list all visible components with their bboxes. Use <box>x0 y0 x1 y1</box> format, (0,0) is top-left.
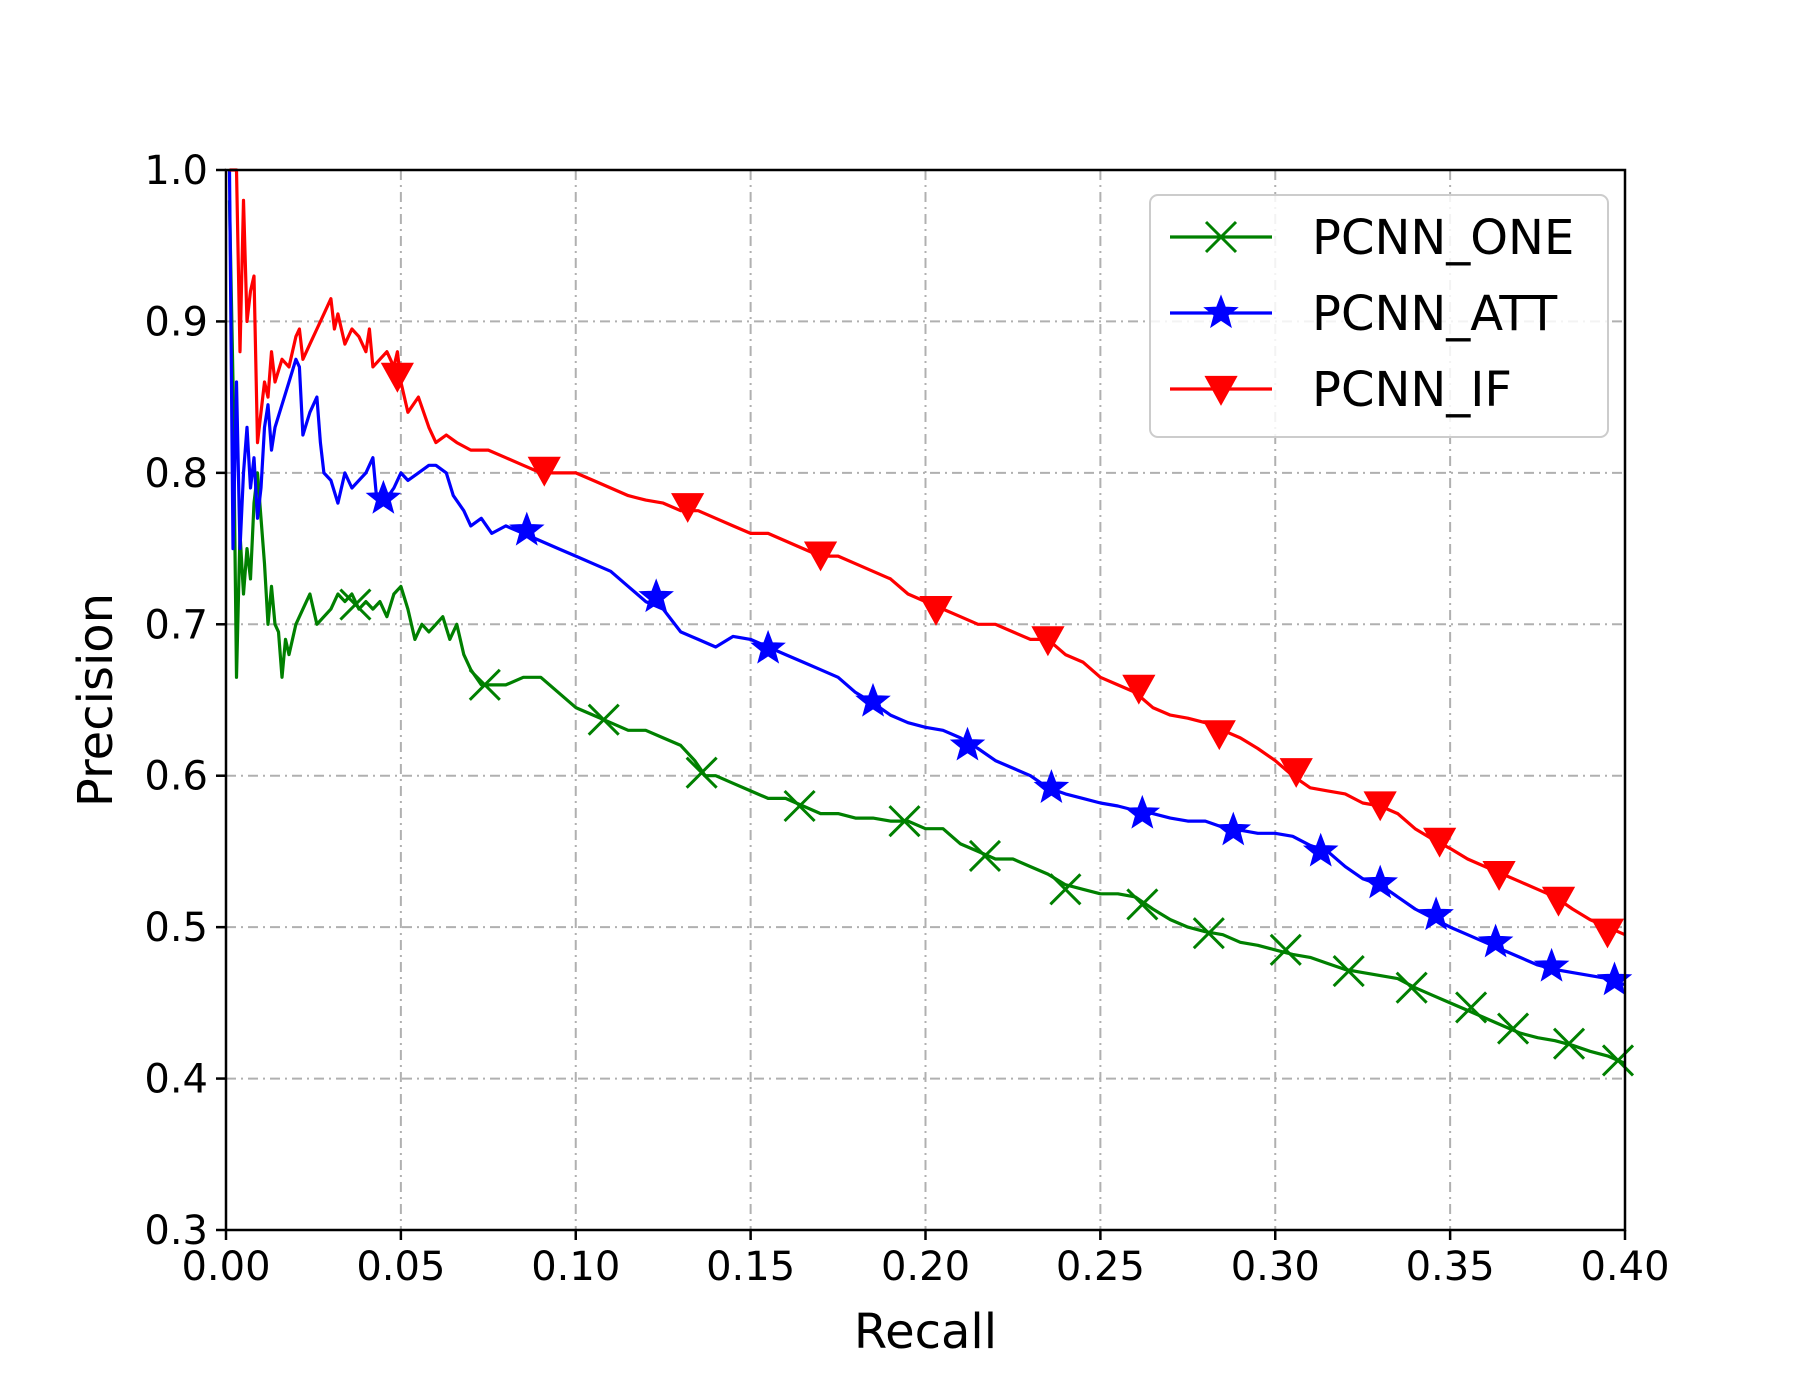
series-marker-pcnn-att <box>1362 864 1398 899</box>
y-tick-label: 0.5 <box>144 905 208 951</box>
legend-marker-pcnn-att <box>1203 294 1239 329</box>
series-marker-pcnn-if <box>1202 720 1236 751</box>
series-marker-pcnn-one-stroke <box>685 756 718 789</box>
series-marker-pcnn-att <box>1215 811 1252 846</box>
series-marker-pcnn-att <box>1033 769 1070 803</box>
series-marker-pcnn-one <box>1332 954 1365 988</box>
x-tick-label: 0.30 <box>1231 1244 1320 1290</box>
legend-box <box>1149 194 1609 438</box>
series-marker-pcnn-one <box>685 756 718 789</box>
legend-label-pcnn-if: PCNN_IF <box>1312 362 1512 418</box>
series-marker-pcnn-if <box>919 596 953 626</box>
series-marker-pcnn-one-stroke <box>1049 873 1082 906</box>
series-marker-pcnn-one <box>468 668 501 701</box>
series-marker-pcnn-one-stroke <box>1126 888 1159 921</box>
series-marker-pcnn-att <box>1418 896 1454 931</box>
x-axis-ticks: 0.00 0.05 0.10 0.15 0.20 0.25 0.30 0.35 0.40 <box>181 1230 1670 1290</box>
x-tick-label: 0.15 <box>706 1244 795 1290</box>
legend-marker-pcnn-one-stroke <box>1204 220 1238 254</box>
y-tick-label: 0.7 <box>144 602 208 648</box>
series-line-pcnn-one <box>227 200 1626 1065</box>
series-marker-pcnn-one <box>1126 888 1159 921</box>
x-axis-label: Recall <box>854 1304 997 1360</box>
series-marker-pcnn-if <box>1541 886 1576 917</box>
series-marker-pcnn-one-stroke <box>468 668 501 701</box>
series-marker-pcnn-att <box>1477 923 1514 958</box>
series-marker-pcnn-att <box>750 629 786 664</box>
x-tick-label: 0.10 <box>531 1244 620 1290</box>
series-marker-pcnn-one-stroke <box>1455 991 1488 1024</box>
series-marker-pcnn-one-stroke <box>1332 954 1365 988</box>
series-marker-pcnn-one <box>1601 1044 1635 1077</box>
legend: PCNN_ONE PCNN_ATT PCNN_IF <box>1149 194 1609 438</box>
series-marker-pcnn-one <box>587 703 620 736</box>
series-marker-pcnn-if <box>1031 626 1065 657</box>
y-tick-label: 1.0 <box>144 148 208 194</box>
series-marker-pcnn-one <box>1269 933 1302 966</box>
series-marker-pcnn-if <box>1122 674 1156 705</box>
y-tick-label: 0.9 <box>144 299 208 345</box>
y-tick-label: 0.4 <box>144 1057 208 1103</box>
series-marker-pcnn-att <box>949 726 986 761</box>
series-marker-pcnn-one-stroke <box>783 789 816 823</box>
y-axis-ticks: 0.3 0.4 0.5 0.6 0.7 0.8 0.9 1.0 <box>144 148 226 1254</box>
series-marker-pcnn-one-stroke <box>1395 971 1428 1004</box>
series-marker-pcnn-att <box>1302 832 1339 867</box>
series-marker-pcnn-if <box>671 493 705 523</box>
y-tick-label: 0.6 <box>144 754 208 800</box>
series-marker-pcnn-one <box>888 805 921 838</box>
series-marker-pcnn-if <box>803 541 838 572</box>
series-marker-pcnn-one <box>1395 971 1428 1004</box>
series-marker-pcnn-one-stroke <box>1497 1012 1530 1045</box>
y-tick-label: 0.8 <box>144 451 208 497</box>
series-marker-pcnn-att <box>1533 947 1570 982</box>
series-marker-pcnn-att <box>365 479 402 514</box>
legend-marker-pcnn-if <box>1204 375 1238 406</box>
y-tick-label: 0.3 <box>144 1208 208 1254</box>
x-tick-label: 0.25 <box>1056 1244 1145 1290</box>
series-marker-pcnn-one-stroke <box>587 703 620 736</box>
y-axis-label: Precision <box>68 593 124 807</box>
series-marker-pcnn-one-stroke <box>1601 1044 1635 1077</box>
x-tick-label: 0.00 <box>181 1244 270 1290</box>
series-marker-pcnn-one-stroke <box>1192 917 1225 950</box>
legend-label-pcnn-one: PCNN_ONE <box>1312 210 1574 266</box>
series-marker-pcnn-one <box>968 839 1002 873</box>
series-marker-pcnn-att <box>638 578 674 613</box>
series-marker-pcnn-att <box>855 682 891 717</box>
series-marker-pcnn-if <box>1590 918 1625 949</box>
series-marker-pcnn-one <box>1497 1012 1530 1045</box>
legend-marker-pcnn-one <box>1204 220 1238 254</box>
x-tick-label: 0.20 <box>881 1244 970 1290</box>
series-marker-pcnn-if <box>527 456 561 487</box>
series-marker-pcnn-if <box>1363 791 1397 822</box>
legend-label-pcnn-att: PCNN_ATT <box>1312 286 1558 342</box>
series-marker-pcnn-one-stroke <box>968 839 1002 873</box>
grid-lines <box>226 170 1625 1230</box>
series-marker-pcnn-att <box>1124 794 1161 829</box>
series-marker-pcnn-one-stroke <box>1552 1027 1586 1060</box>
series-marker-pcnn-one <box>1455 991 1488 1024</box>
series-marker-pcnn-one <box>783 789 816 823</box>
series-marker-pcnn-if <box>1279 758 1313 788</box>
series-marker-pcnn-one-stroke <box>1269 933 1302 966</box>
series-marker-pcnn-one-stroke <box>888 805 921 838</box>
x-tick-label: 0.40 <box>1580 1244 1669 1290</box>
x-tick-label: 0.05 <box>356 1244 445 1290</box>
series-line-pcnn-if <box>229 168 1626 937</box>
series-marker-pcnn-if <box>380 362 414 393</box>
series-marker-pcnn-one-stroke <box>339 588 372 621</box>
series-marker-pcnn-one <box>1049 873 1082 906</box>
series-markers <box>339 362 1635 1077</box>
series-marker-pcnn-if <box>1423 827 1457 858</box>
series-marker-pcnn-att <box>509 511 545 546</box>
series-marker-pcnn-one <box>339 588 372 621</box>
series-marker-pcnn-att <box>1596 961 1633 996</box>
series-marker-pcnn-if <box>1482 861 1516 891</box>
series-marker-pcnn-one <box>1552 1027 1586 1060</box>
series-marker-pcnn-one <box>1192 917 1225 950</box>
x-tick-label: 0.35 <box>1406 1244 1495 1290</box>
